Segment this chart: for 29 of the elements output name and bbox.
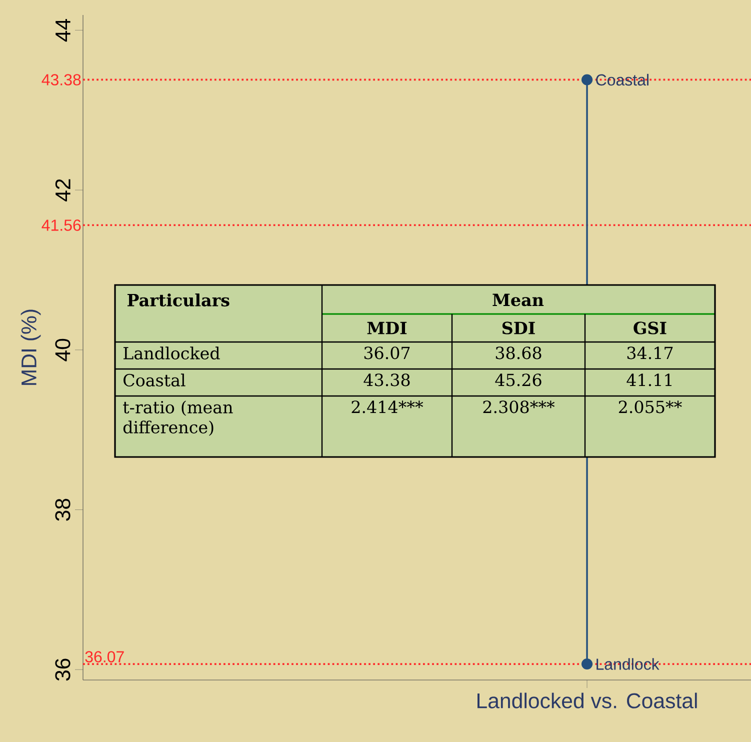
annotation: 2.414*** xyxy=(352,400,424,414)
annotation: 36.07 xyxy=(364,346,410,360)
y-tick-label: 42 xyxy=(55,179,70,202)
y-tick-label: 44 xyxy=(56,18,70,42)
annotation: Coastal xyxy=(124,374,186,386)
annotation: GSI xyxy=(634,322,666,334)
y-tick-label: 36 xyxy=(55,658,70,681)
annotation: 2.308*** xyxy=(483,400,555,414)
x-tick-label: Landlocked vs. Coastal xyxy=(478,692,697,708)
annotation: Landlocked xyxy=(124,346,220,360)
ref-line-label: 36.07 xyxy=(85,651,124,662)
y-tick-label: 38 xyxy=(55,498,70,521)
annotation: 38.68 xyxy=(496,346,542,360)
y-tick-label: 40 xyxy=(55,338,70,362)
annotation: 43.38 xyxy=(364,374,410,386)
annotation: 45.26 xyxy=(495,374,542,386)
annotation: t-ratio (mean difference) xyxy=(123,400,233,436)
annotation: Mean xyxy=(492,294,544,306)
annotation: 34.17 xyxy=(627,346,673,360)
annotation: SDI xyxy=(502,322,535,334)
ref-line-label: 41.56 xyxy=(42,220,81,231)
y-axis-title: MDI (%) xyxy=(20,310,41,385)
annotation: Coastal xyxy=(596,74,648,86)
annotation: MDI xyxy=(367,322,407,334)
annotation: Landlock xyxy=(596,658,660,670)
annotation: Particulars xyxy=(127,294,230,306)
ref-line-label: 43.38 xyxy=(42,74,81,86)
annotation: 41.11 xyxy=(626,374,672,386)
annotation: 2.055** xyxy=(618,400,682,414)
